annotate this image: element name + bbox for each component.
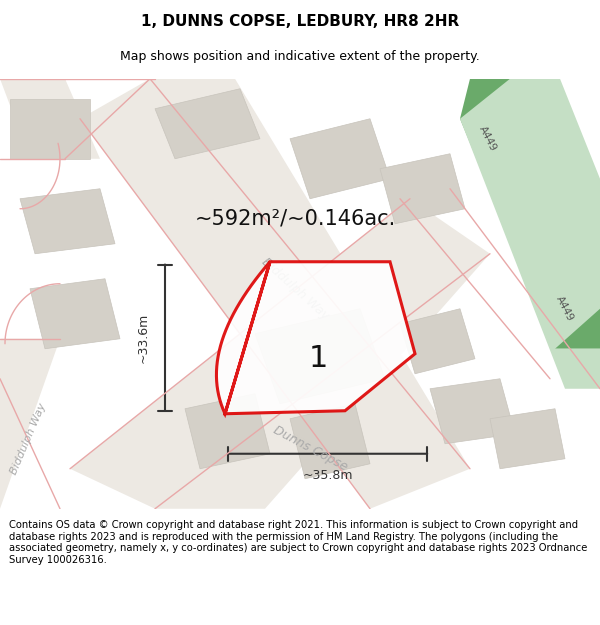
Text: A449: A449: [554, 294, 575, 323]
Polygon shape: [290, 119, 390, 199]
Polygon shape: [20, 189, 115, 254]
Text: Contains OS data © Crown copyright and database right 2021. This information is : Contains OS data © Crown copyright and d…: [9, 520, 587, 565]
Polygon shape: [217, 262, 415, 414]
Polygon shape: [400, 309, 475, 374]
Polygon shape: [430, 379, 515, 444]
Text: ~592m²/~0.146ac.: ~592m²/~0.146ac.: [195, 209, 396, 229]
Polygon shape: [10, 99, 90, 159]
Text: Biddulph Way: Biddulph Way: [259, 255, 331, 322]
Text: 1, DUNNS COPSE, LEDBURY, HR8 2HR: 1, DUNNS COPSE, LEDBURY, HR8 2HR: [141, 14, 459, 29]
Polygon shape: [255, 309, 385, 404]
Polygon shape: [0, 79, 100, 159]
Polygon shape: [0, 339, 60, 509]
Polygon shape: [70, 199, 490, 509]
Polygon shape: [460, 79, 600, 389]
Polygon shape: [155, 89, 260, 159]
Polygon shape: [80, 79, 470, 509]
Polygon shape: [380, 154, 465, 224]
Polygon shape: [290, 404, 370, 479]
Text: Biddulph Way: Biddulph Way: [8, 401, 47, 476]
Polygon shape: [460, 79, 600, 349]
Text: ~33.6m: ~33.6m: [137, 312, 149, 363]
Text: Map shows position and indicative extent of the property.: Map shows position and indicative extent…: [120, 49, 480, 62]
Text: 1: 1: [308, 344, 328, 373]
Text: A449: A449: [478, 124, 499, 153]
Polygon shape: [30, 279, 120, 349]
Polygon shape: [185, 394, 270, 469]
Polygon shape: [490, 409, 565, 469]
Text: Dunns Copse: Dunns Copse: [271, 424, 349, 474]
Text: ~35.8m: ~35.8m: [302, 469, 353, 482]
